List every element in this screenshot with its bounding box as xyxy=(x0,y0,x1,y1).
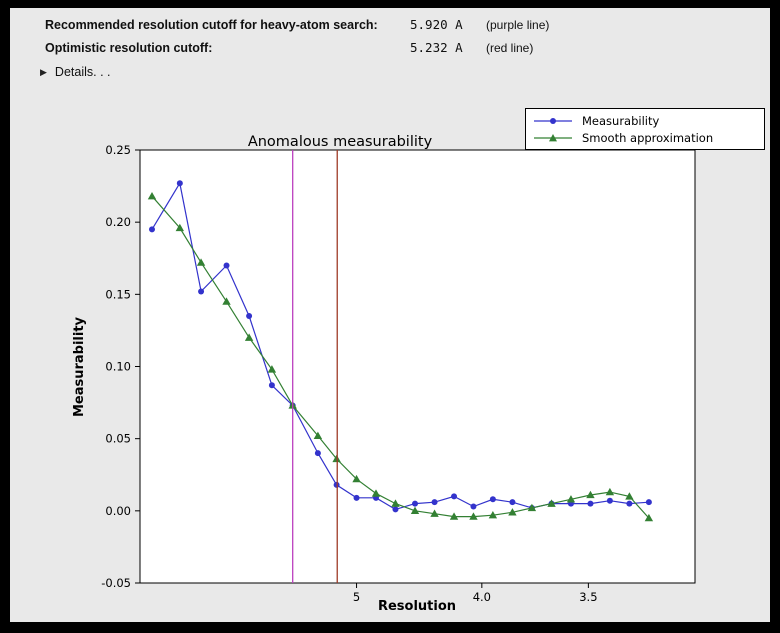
x-tick-label: 4.0 xyxy=(473,590,491,604)
details-label: Details. . . xyxy=(54,65,111,79)
content-panel: Recommended resolution cutoff for heavy-… xyxy=(10,8,770,622)
y-tick-label: 0.05 xyxy=(105,432,131,446)
legend-item: Measurability xyxy=(532,112,758,129)
legend-item-label: Measurability xyxy=(582,113,660,128)
recommended-cutoff-note: (purple line) xyxy=(486,18,550,32)
recommended-cutoff-row: Recommended resolution cutoff for heavy-… xyxy=(45,16,549,34)
y-tick-label: 0.25 xyxy=(105,143,131,157)
recommended-cutoff-value: 5.920 A xyxy=(410,17,463,32)
plot-area: 0.25 0.20 0.15 0.10 0.05 0.00 -0.05 5 4.0 3.5 xyxy=(101,143,696,604)
optimistic-cutoff-label: Optimistic resolution cutoff: xyxy=(45,41,213,55)
optimistic-cutoff-note: (red line) xyxy=(486,41,534,55)
legend-line-sample xyxy=(534,133,572,141)
x-axis-label: Resolution xyxy=(378,599,456,614)
optimistic-cutoff-value: 5.232 A xyxy=(410,40,463,55)
disclosure-triangle-icon: ▶ xyxy=(40,66,47,77)
y-tick-label: 0.00 xyxy=(105,504,131,518)
y-tick-label: 0.10 xyxy=(105,360,131,374)
x-tick-label: 3.5 xyxy=(579,590,597,604)
y-tick-label: 0.15 xyxy=(105,287,131,301)
optimistic-cutoff-row: Optimistic resolution cutoff: 5.232 A (red… xyxy=(45,39,533,57)
legend-line-sample xyxy=(534,117,572,124)
y-tick-label: -0.05 xyxy=(101,576,131,590)
chart-title: Anomalous measurability xyxy=(248,134,433,150)
details-toggle[interactable]: ▶ Details. . . xyxy=(40,65,111,79)
series-smooth-approximation xyxy=(147,191,654,522)
x-tick-label: 5 xyxy=(353,590,360,604)
legend-item: Smooth approximation xyxy=(532,129,758,146)
legend-item-label: Smooth approximation xyxy=(582,130,714,145)
anomalous-measurability-chart: Anomalous measurability Resolution Measu… xyxy=(72,134,696,614)
series-measurability xyxy=(148,180,652,513)
recommended-cutoff-label: Recommended resolution cutoff for heavy-… xyxy=(45,18,378,32)
y-tick-label: 0.20 xyxy=(105,215,131,229)
chart-legend: Measurability Smooth approximation xyxy=(525,108,765,150)
y-axis-label: Measurability xyxy=(72,316,87,417)
